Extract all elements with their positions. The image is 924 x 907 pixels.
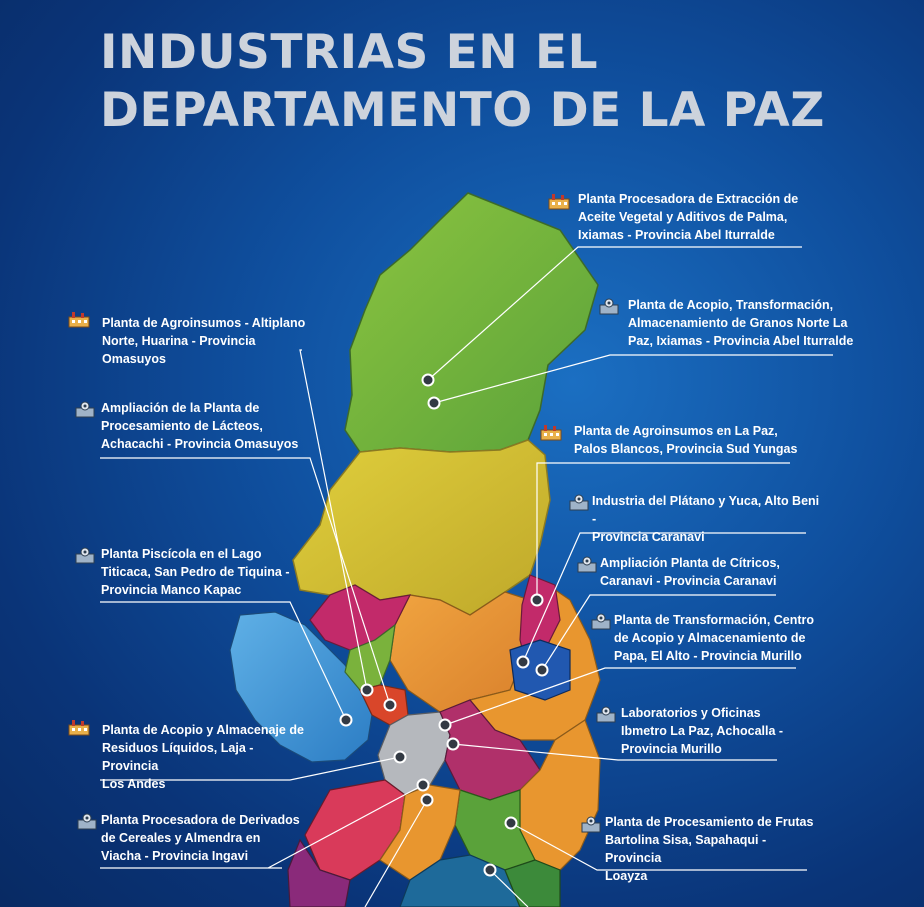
label-ixiamas-palma: Planta Procesadora de Extracción de Aceit… bbox=[578, 192, 799, 242]
label-achocalla: Laboratorios y Oficinas Ibmetro La Paz, A… bbox=[621, 706, 784, 756]
marker-huarina bbox=[360, 683, 374, 697]
marker-achacachi bbox=[383, 698, 397, 712]
factory-icon bbox=[540, 425, 562, 441]
region-lake-titicaca bbox=[229, 611, 373, 763]
map-markers bbox=[339, 373, 549, 877]
label-viacha: Planta Procesadora de Derivados de Cereal… bbox=[101, 813, 300, 863]
marker-tiquina bbox=[339, 713, 353, 727]
gear-building-icon bbox=[77, 813, 97, 830]
title-line-2: DEPARTAMENTO DE LA PAZ bbox=[100, 83, 825, 138]
marker-south-1 bbox=[420, 793, 434, 807]
label-ixiamas-granos: Planta de Acopio, Transformación, Almacen… bbox=[628, 298, 854, 348]
marker-sapahaqui bbox=[504, 816, 518, 830]
label-tiquina: Planta Piscícola en el Lago Titicaca, San… bbox=[101, 547, 290, 597]
region-loayza-east bbox=[519, 719, 601, 871]
gear-building-icon bbox=[596, 706, 616, 723]
label-el-alto: Planta de Transformación, Centro de Acopi… bbox=[614, 613, 815, 663]
gear-building-icon bbox=[569, 494, 589, 511]
marker-ixiamas-palma bbox=[421, 373, 435, 387]
region-franz-tamayo bbox=[292, 439, 551, 616]
marker-laja bbox=[393, 750, 407, 764]
label-achacachi: Ampliación de la Planta de Procesamiento … bbox=[101, 401, 299, 451]
label-palos-blancos: Planta de Agroinsumos en La Paz, Palos Bl… bbox=[574, 424, 798, 456]
marker-el-alto bbox=[438, 718, 452, 732]
gear-building-icon bbox=[75, 547, 95, 564]
gear-building-icon bbox=[591, 613, 611, 630]
label-caranavi: Ampliación Planta de Cítricos, Caranavi -… bbox=[600, 556, 780, 588]
gear-building-icon bbox=[581, 816, 601, 833]
factory-icon bbox=[68, 720, 90, 736]
factory-icon bbox=[68, 312, 90, 328]
factory-icon bbox=[548, 194, 570, 210]
label-laja: Planta de Acopio y Almacenaje de Residuos… bbox=[102, 723, 304, 791]
region-omasuyos bbox=[344, 623, 396, 691]
region-abel-iturralde bbox=[344, 192, 599, 453]
marker-ixiamas-granos bbox=[427, 396, 441, 410]
marker-palos-blancos bbox=[530, 593, 544, 607]
region-pacajes bbox=[287, 838, 351, 907]
page-title: INDUSTRIAS EN EL DEPARTAMENTO DE LA PAZ bbox=[100, 24, 825, 140]
gear-building-icon bbox=[75, 401, 95, 418]
gear-building-icon bbox=[599, 298, 619, 315]
marker-achocalla bbox=[446, 737, 460, 751]
marker-south-2 bbox=[483, 863, 497, 877]
label-alto-beni: Industria del Plátano y Yuca, Alto Beni … bbox=[592, 494, 820, 544]
region-south-green bbox=[504, 859, 561, 907]
marker-alto-beni bbox=[516, 655, 530, 669]
title-line-1: INDUSTRIAS EN EL bbox=[100, 25, 599, 80]
leader-lines bbox=[100, 246, 833, 907]
marker-viacha bbox=[416, 778, 430, 792]
marker-caranavi bbox=[535, 663, 549, 677]
label-sapahaqui: Planta de Procesamiento de Frutas Bartoli… bbox=[605, 815, 814, 883]
label-huarina: Planta de Agroinsumos - Altiplano Norte, … bbox=[102, 316, 306, 366]
gear-building-icon bbox=[577, 556, 597, 573]
